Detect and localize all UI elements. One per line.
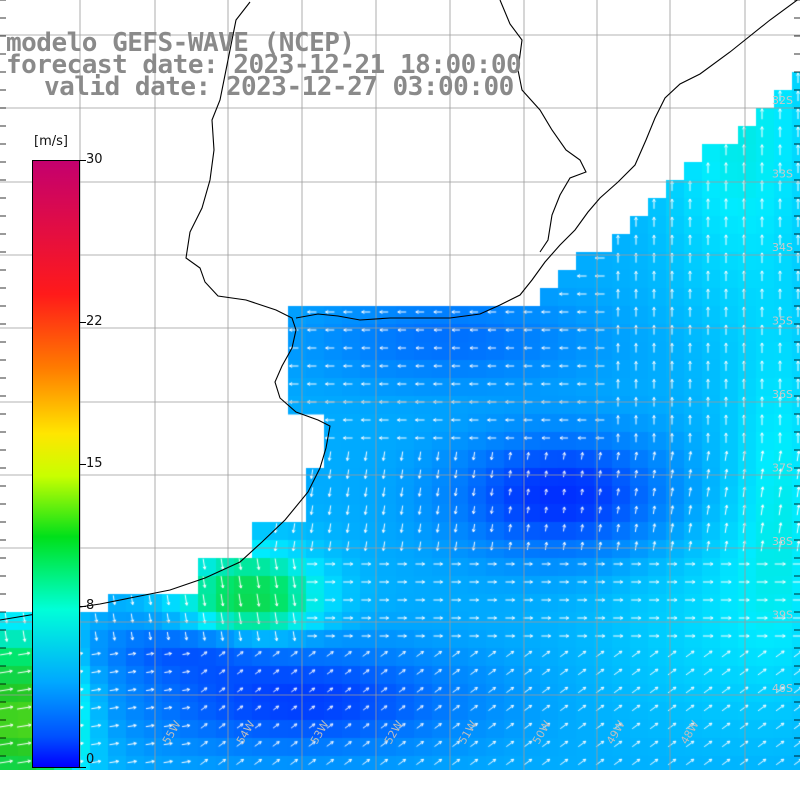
latitude-label: 32S (772, 94, 793, 107)
latitude-label: 39S (772, 609, 793, 622)
latitude-labels: 32S 33S 34S 35S 36S 37S 38S 39S 40S (772, 94, 793, 695)
colorbar-tick-mark (80, 767, 86, 768)
latitude-label: 40S (772, 682, 793, 695)
colorbar-tick-mark (80, 322, 86, 324)
colorbar-tick-mark (80, 605, 86, 607)
colorbar-tick-label: 30 (86, 152, 103, 167)
colorbar-tick-label: 22 (86, 314, 103, 330)
map-title-model: modelo GEFS-WAVE (NCEP) (6, 28, 355, 58)
colorbar (32, 160, 80, 768)
map-title-valid-date: valid date: 2023-12-27 03:00:00 (44, 72, 514, 102)
colorbar-tick-mark (80, 464, 86, 465)
coastline (0, 0, 799, 621)
colorbar-tick-label: 15 (86, 456, 103, 471)
latitude-label: 34S (772, 241, 793, 254)
colorbar-tick-label: 0 (86, 752, 95, 767)
wind-speed-field (0, 0, 800, 770)
colorbar-unit: [m/s] (34, 134, 68, 149)
latitude-label: 38S (772, 535, 793, 548)
colorbar-tick-mark (80, 160, 86, 161)
latitude-label: 36S (772, 388, 793, 401)
lat-lon-grid (0, 0, 800, 770)
latitude-label: 37S (772, 462, 793, 475)
latitude-label: 33S (772, 168, 793, 181)
map-overlay: 32S 33S 34S 35S 36S 37S 38S 39S 40S (0, 0, 800, 770)
colorbar-tick-label: 8 (86, 597, 95, 613)
latitude-label: 35S (772, 315, 793, 328)
wind-map: 32S 33S 34S 35S 36S 37S 38S 39S 40S (0, 0, 800, 770)
map-title-forecast-date: forecast date: 2023-12-21 18:00:00 (6, 50, 522, 80)
